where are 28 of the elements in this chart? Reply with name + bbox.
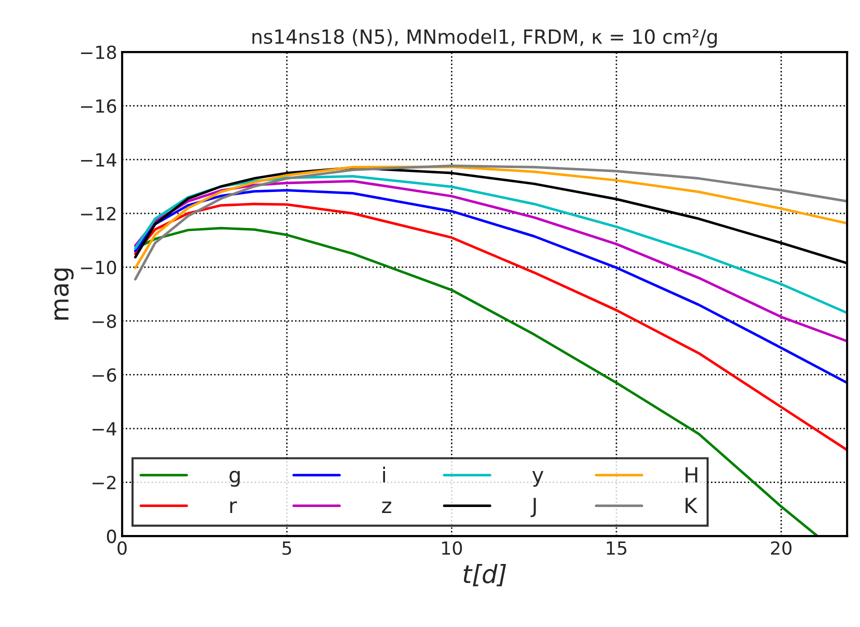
- legend-label: r: [230, 501, 237, 513]
- chart-title: ns14ns18 (N5), MNmodel1, FRDM, κ = 10 cm²/g: [252, 28, 717, 48]
- y-tick-label: −2: [92, 476, 116, 490]
- y-tick-label: −18: [81, 46, 116, 60]
- y-tick-label: −10: [81, 260, 116, 274]
- y-tick-label: −12: [81, 206, 116, 220]
- y-tick-label: 0: [106, 530, 116, 544]
- x-tick-label: 10: [442, 541, 462, 555]
- line-series: [134, 189, 848, 384]
- y-axis-title: mag: [54, 268, 74, 320]
- y-tick-label: −6: [92, 368, 116, 382]
- y-tick-label: −4: [92, 422, 116, 436]
- legend-label: H: [686, 467, 698, 482]
- legend-label: K: [686, 498, 698, 513]
- legend-label: z: [382, 502, 392, 513]
- y-tick-label: −16: [81, 99, 116, 113]
- x-tick-label: 20: [771, 541, 792, 555]
- y-tick-label: −8: [92, 314, 116, 328]
- x-tick-label: 15: [606, 542, 626, 555]
- x-tick-label: 0: [118, 541, 127, 555]
- legend-label: J: [530, 498, 536, 518]
- x-tick-label: 5: [282, 542, 292, 555]
- legend-label: g: [230, 470, 240, 487]
- y-tick-label: −14: [81, 153, 116, 166]
- x-axis-title: t[d]: [464, 564, 506, 586]
- line-series: [134, 202, 848, 452]
- legend-label: y: [532, 471, 544, 487]
- legend-label: i: [383, 466, 386, 482]
